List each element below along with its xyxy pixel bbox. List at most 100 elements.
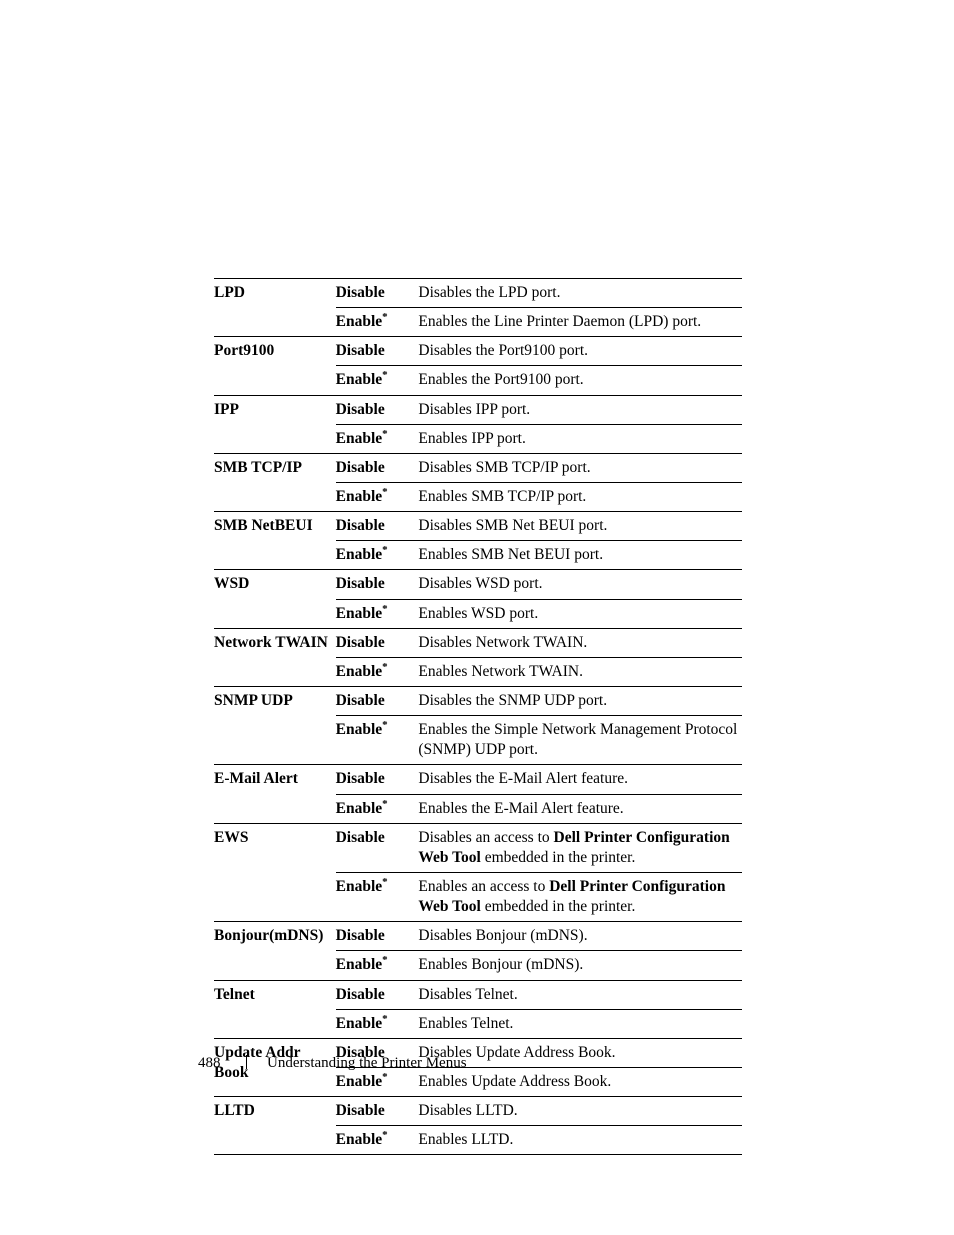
setting-name-cell: WSD [214, 570, 336, 599]
setting-description-cell: Disables the Port9100 port. [418, 337, 742, 366]
setting-name-cell: EWS [214, 823, 336, 872]
default-asterisk: * [382, 428, 388, 440]
setting-value-cell: Enable* [336, 599, 419, 628]
setting-name-cell: LPD [214, 279, 336, 308]
setting-name-cell: Network TWAIN [214, 628, 336, 657]
setting-name-cell: SNMP UDP [214, 686, 336, 715]
default-asterisk: * [382, 954, 388, 966]
setting-description-cell: Enables Telnet. [418, 1009, 742, 1038]
setting-value-cell: Disable [336, 279, 419, 308]
setting-description-cell: Disables SMB TCP/IP port. [418, 453, 742, 482]
setting-name-cell [214, 424, 336, 453]
setting-value-cell: Enable* [336, 424, 419, 453]
table-row: LPDDisableDisables the LPD port. [214, 279, 742, 308]
setting-value-cell: Disable [336, 922, 419, 951]
table-row: E-Mail AlertDisableDisables the E-Mail A… [214, 765, 742, 794]
table-row: Enable*Enables Bonjour (mDNS). [214, 951, 742, 980]
page-footer: 488 Understanding the Printer Menus [198, 1055, 467, 1072]
document-page: LPDDisableDisables the LPD port.Enable*E… [0, 0, 954, 1235]
table-row: Enable*Enables the Port9100 port. [214, 366, 742, 395]
setting-value-cell: Disable [336, 823, 419, 872]
protocol-settings-body: LPDDisableDisables the LPD port.Enable*E… [214, 279, 742, 1155]
table-row: LLTDDisableDisables LLTD. [214, 1097, 742, 1126]
setting-value-cell: Enable* [336, 872, 419, 921]
table-row: Enable*Enables Network TWAIN. [214, 657, 742, 686]
setting-description-cell: Enables Update Address Book. [418, 1067, 742, 1096]
setting-description-cell: Disables the LPD port. [418, 279, 742, 308]
footer-section-title: Understanding the Printer Menus [267, 1055, 467, 1071]
default-asterisk: * [382, 1129, 388, 1141]
setting-value-cell: Enable* [336, 1126, 419, 1155]
setting-description-cell: Disables IPP port. [418, 395, 742, 424]
default-asterisk: * [382, 544, 388, 556]
default-asterisk: * [382, 1013, 388, 1025]
setting-description-cell: Disables Bonjour (mDNS). [418, 922, 742, 951]
setting-name-cell [214, 1009, 336, 1038]
bold-text: Dell Printer Configuration Web Tool [418, 829, 729, 866]
bold-text: Dell Printer Configuration Web Tool [418, 878, 725, 915]
default-asterisk: * [382, 311, 388, 323]
setting-value-cell: Disable [336, 1097, 419, 1126]
setting-name-cell: SMB TCP/IP [214, 453, 336, 482]
setting-name-cell [214, 308, 336, 337]
setting-name-cell: LLTD [214, 1097, 336, 1126]
table-row: Enable*Enables SMB Net BEUI port. [214, 541, 742, 570]
setting-description-cell: Enables an access to Dell Printer Config… [418, 872, 742, 921]
default-asterisk: * [382, 486, 388, 498]
table-row: Enable*Enables the Line Printer Daemon (… [214, 308, 742, 337]
setting-value-cell: Enable* [336, 951, 419, 980]
footer-separator [246, 1055, 247, 1069]
table-row: Network TWAINDisableDisables Network TWA… [214, 628, 742, 657]
setting-value-cell: Disable [336, 395, 419, 424]
setting-value-cell: Enable* [336, 366, 419, 395]
table-row: Enable*Enables the Simple Network Manage… [214, 716, 742, 765]
setting-value-cell: Disable [336, 570, 419, 599]
table-row: EWSDisableDisables an access to Dell Pri… [214, 823, 742, 872]
table-row: SMB TCP/IPDisableDisables SMB TCP/IP por… [214, 453, 742, 482]
table-row: Bonjour(mDNS)DisableDisables Bonjour (mD… [214, 922, 742, 951]
setting-name-cell [214, 716, 336, 765]
table-row: SNMP UDPDisableDisables the SNMP UDP por… [214, 686, 742, 715]
protocol-settings-table: LPDDisableDisables the LPD port.Enable*E… [214, 278, 742, 1155]
table-row: SMB NetBEUIDisableDisables SMB Net BEUI … [214, 512, 742, 541]
setting-name-cell [214, 872, 336, 921]
setting-description-cell: Enables IPP port. [418, 424, 742, 453]
setting-description-cell: Enables LLTD. [418, 1126, 742, 1155]
table-row: Enable*Enables IPP port. [214, 424, 742, 453]
table-row: Enable*Enables WSD port. [214, 599, 742, 628]
setting-description-cell: Enables the Port9100 port. [418, 366, 742, 395]
default-asterisk: * [382, 602, 388, 614]
setting-description-cell: Disables an access to Dell Printer Confi… [418, 823, 742, 872]
setting-name-cell: E-Mail Alert [214, 765, 336, 794]
setting-name-cell [214, 1126, 336, 1155]
setting-value-cell: Disable [336, 765, 419, 794]
setting-description-cell: Disables Network TWAIN. [418, 628, 742, 657]
table-row: Enable*Enables SMB TCP/IP port. [214, 482, 742, 511]
setting-name-cell: IPP [214, 395, 336, 424]
setting-name-cell [214, 657, 336, 686]
setting-description-cell: Disables Telnet. [418, 980, 742, 1009]
setting-value-cell: Disable [336, 512, 419, 541]
table-row: Enable*Enables Telnet. [214, 1009, 742, 1038]
setting-name-cell [214, 541, 336, 570]
table-row: Enable*Enables LLTD. [214, 1126, 742, 1155]
table-row: Enable*Enables an access to Dell Printer… [214, 872, 742, 921]
page-number: 488 [198, 1055, 221, 1071]
setting-description-cell: Disables the SNMP UDP port. [418, 686, 742, 715]
setting-value-cell: Enable* [336, 541, 419, 570]
setting-description-cell: Enables Network TWAIN. [418, 657, 742, 686]
setting-value-cell: Enable* [336, 794, 419, 823]
table-row: WSDDisableDisables WSD port. [214, 570, 742, 599]
setting-name-cell: Port9100 [214, 337, 336, 366]
setting-name-cell: SMB NetBEUI [214, 512, 336, 541]
table-row: TelnetDisableDisables Telnet. [214, 980, 742, 1009]
setting-value-cell: Enable* [336, 716, 419, 765]
setting-name-cell [214, 366, 336, 395]
setting-value-cell: Enable* [336, 1009, 419, 1038]
setting-name-cell [214, 794, 336, 823]
setting-value-cell: Enable* [336, 657, 419, 686]
default-asterisk: * [382, 876, 388, 888]
setting-value-cell: Disable [336, 453, 419, 482]
table-row: Port9100DisableDisables the Port9100 por… [214, 337, 742, 366]
setting-value-cell: Disable [336, 686, 419, 715]
